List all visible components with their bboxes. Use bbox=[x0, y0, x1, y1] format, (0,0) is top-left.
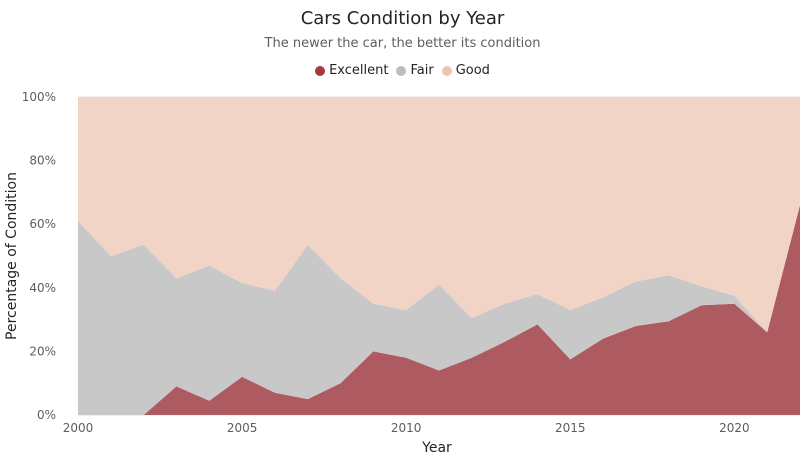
y-tick-label: 40% bbox=[29, 281, 56, 295]
area-excellent[interactable] bbox=[78, 205, 800, 415]
legend-item-fair[interactable]: Fair bbox=[396, 63, 434, 78]
chart-legend: Excellent Fair Good bbox=[0, 63, 805, 78]
y-axis-title: Percentage of Condition bbox=[4, 172, 20, 340]
area-good[interactable] bbox=[78, 97, 800, 333]
y-tick-label: 60% bbox=[29, 217, 56, 231]
legend-label-fair: Fair bbox=[410, 63, 434, 78]
plot-areas bbox=[78, 97, 800, 415]
legend-swatch-fair bbox=[396, 65, 407, 76]
y-tick-label: 80% bbox=[29, 154, 56, 168]
y-tick-label: 0% bbox=[37, 408, 56, 422]
legend-item-good[interactable]: Good bbox=[441, 63, 490, 78]
x-axis-title: Year bbox=[421, 440, 452, 456]
area-fair[interactable] bbox=[78, 205, 800, 415]
y-tick-label: 20% bbox=[29, 344, 56, 358]
legend-label-good: Good bbox=[455, 63, 490, 78]
legend-item-excellent[interactable]: Excellent bbox=[315, 63, 388, 78]
y-axis-ticks: 0% 20% 40% 60% 80% 100% bbox=[22, 90, 56, 422]
x-tick-label: 2005 bbox=[227, 421, 258, 435]
x-tick-label: 2020 bbox=[719, 421, 750, 435]
legend-swatch-excellent bbox=[315, 65, 326, 76]
x-axis-ticks: 2000 2005 2010 2015 2020 bbox=[63, 421, 750, 435]
chart-title: Cars Condition by Year bbox=[300, 8, 505, 29]
x-tick-label: 2015 bbox=[555, 421, 586, 435]
x-tick-label: 2000 bbox=[63, 421, 94, 435]
y-tick-label: 100% bbox=[22, 90, 56, 104]
chart-subtitle: The newer the car, the better its condit… bbox=[264, 36, 541, 51]
legend-label-excellent: Excellent bbox=[329, 63, 389, 78]
x-tick-label: 2010 bbox=[391, 421, 422, 435]
legend-swatch-good bbox=[441, 65, 452, 76]
